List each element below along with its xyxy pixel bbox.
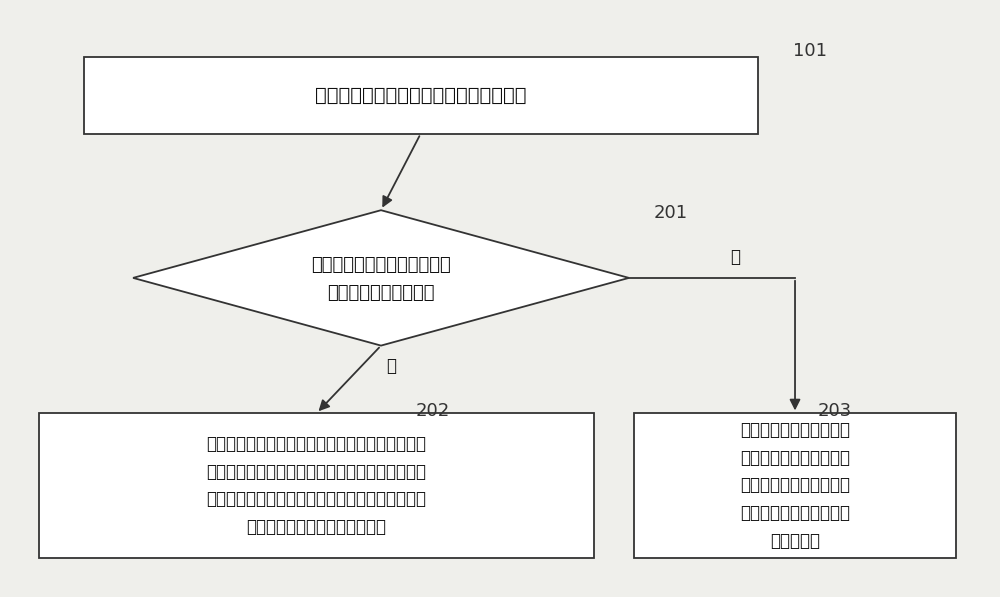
Text: 203: 203	[817, 402, 852, 420]
Text: 202: 202	[416, 402, 450, 420]
Text: 判断接收的数据查询请求类型: 判断接收的数据查询请求类型	[311, 256, 451, 274]
Text: 是否三维空间查询请求: 是否三维空间查询请求	[327, 284, 435, 301]
Text: 否: 否	[731, 248, 741, 266]
Bar	[634, 413, 956, 558]
Bar	[39, 413, 594, 558]
Text: 获取所述三维空间查询请求需要查询的三维要素类
集合，根据三维要素类的数据类型进行判断，为每
个三维要素类建立单独的调度任务，并转换成可并
行执行的三维要素数据调: 获取所述三维空间查询请求需要查询的三维要素类 集合，根据三维要素类的数据类型进行…	[207, 435, 427, 536]
Text: 接收多个客户端的三维空间数据调度请求: 接收多个客户端的三维空间数据调度请求	[315, 86, 526, 105]
Polygon shape	[133, 210, 629, 346]
Text: 判断该查询请求的类型，
分离材质、纹理、共享模
型以及属性等各种类型的
查询，并转换成相应的数
据调度任务: 判断该查询请求的类型， 分离材质、纹理、共享模 型以及属性等各种类型的 查询，并…	[740, 421, 850, 550]
Text: 是: 是	[386, 358, 396, 376]
Text: 101: 101	[793, 42, 827, 60]
Text: 201: 201	[654, 204, 688, 222]
Bar	[84, 57, 758, 134]
